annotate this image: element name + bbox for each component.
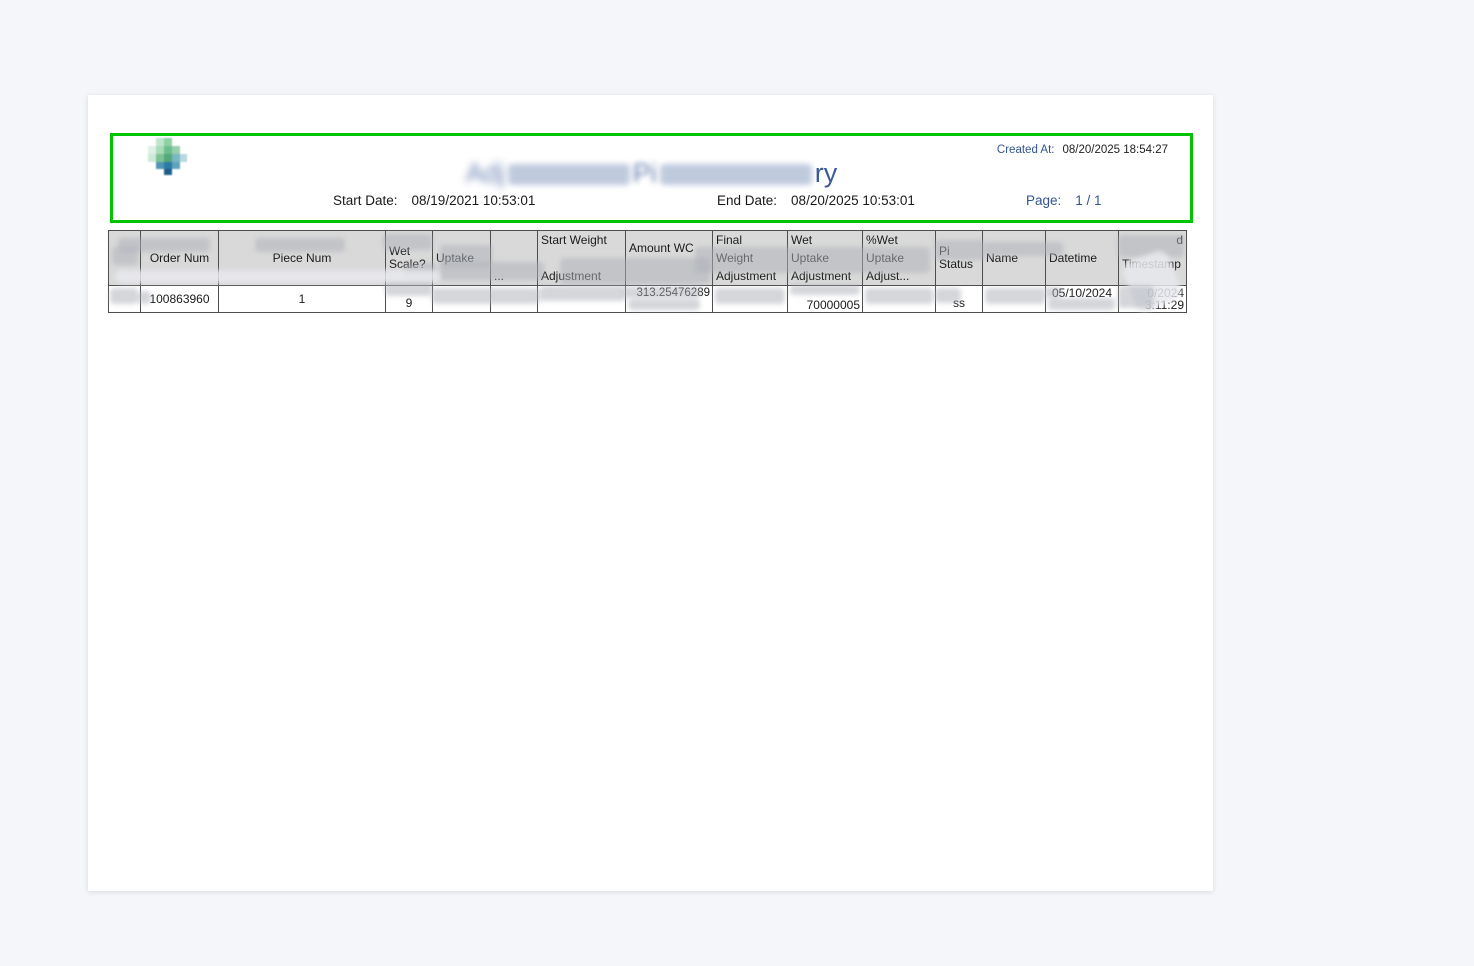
page-indicator: Page: 1 / 1 xyxy=(1026,193,1102,208)
col-header-pct-wet-uptake-adjustment: %Wet Uptake Adjust... xyxy=(862,230,936,286)
cell-amount-wc: 313.25476289 xyxy=(625,285,713,313)
page-value: 1 / 1 xyxy=(1075,193,1102,208)
col-header-final-weight-adjustment: Final Weight Adjustment xyxy=(712,230,788,286)
col-header-timestamp: d Timestamp xyxy=(1118,230,1187,286)
col-header-order-num: Order Num xyxy=(140,230,219,286)
end-date-label: End Date: xyxy=(717,193,778,208)
report-table: Order Num Piece Num Wet Scale? Uptake ...… xyxy=(108,230,1187,313)
cell-redacted-1 xyxy=(108,285,141,313)
col-header-amount-wc: Amount WC xyxy=(625,230,713,286)
title-fragment-end: ry xyxy=(814,158,838,188)
page-label: Page: xyxy=(1026,193,1062,208)
cell-datetime: 05/10/2024 xyxy=(1045,285,1119,313)
cell-wet-uptake-adjustment: 70000005 xyxy=(787,285,863,313)
cell-name xyxy=(982,285,1046,313)
cell-wet-scale: 9 xyxy=(385,285,433,313)
created-at-label: Created At: xyxy=(996,144,1055,156)
start-date: Start Date: 08/19/2021 10:53:01 xyxy=(333,193,535,208)
created-at-value: 08/20/2025 18:54:27 xyxy=(1062,144,1168,156)
table-row: 100863960 1 9 313.25476289 70000005 ss 0… xyxy=(108,285,1187,313)
cell-status: ss xyxy=(935,285,983,313)
header-dates-row: Start Date: 08/19/2021 10:53:01 End Date:… xyxy=(113,193,1190,211)
company-logo-icon xyxy=(147,138,189,176)
report-header: Created At: 08/20/2025 18:54:27 Adj Pi ry S… xyxy=(110,133,1193,223)
cell-redacted-2 xyxy=(490,285,538,313)
title-fragment-mid: Pi xyxy=(632,158,657,188)
cell-timestamp: 0/2024 3:11:29 xyxy=(1118,285,1187,313)
col-header-datetime: Datetime xyxy=(1045,230,1119,286)
col-header-name: Name xyxy=(982,230,1046,286)
cell-piece-num: 1 xyxy=(218,285,386,313)
report-title: Adj Pi ry xyxy=(113,156,1190,190)
report-page: Created At: 08/20/2025 18:54:27 Adj Pi ry S… xyxy=(88,95,1213,891)
col-header-redacted-1 xyxy=(108,230,141,286)
title-fragment-start: Adj xyxy=(465,158,505,188)
redaction-blur xyxy=(507,164,630,186)
created-at: Created At: 08/20/2025 18:54:27 xyxy=(997,144,1168,156)
cell-pct-wet-uptake-adjustment xyxy=(862,285,936,313)
col-header-wet-uptake-adjustment: Wet Uptake Adjustment xyxy=(787,230,863,286)
col-header-wet-scale: Wet Scale? xyxy=(385,230,433,286)
cell-final-weight-adjustment xyxy=(712,285,788,313)
start-date-label: Start Date: xyxy=(333,193,398,208)
cell-order-num: 100863960 xyxy=(140,285,219,313)
table-header-row: Order Num Piece Num Wet Scale? Uptake ...… xyxy=(108,230,1187,286)
end-date-value: 08/20/2025 10:53:01 xyxy=(791,193,915,208)
cell-uptake xyxy=(432,285,491,313)
end-date: End Date: 08/20/2025 10:53:01 xyxy=(717,193,915,208)
col-header-piece-num: Piece Num xyxy=(218,230,386,286)
col-header-status: Pi Status xyxy=(935,230,983,286)
start-date-value: 08/19/2021 10:53:01 xyxy=(411,193,536,208)
col-header-start-weight-adjustment: Start Weight Adjustment xyxy=(537,230,626,286)
cell-start-weight-adjustment xyxy=(537,285,626,313)
redaction-blur xyxy=(659,164,812,186)
col-header-redacted-2: ... xyxy=(490,230,538,286)
col-header-uptake: Uptake xyxy=(432,230,491,286)
